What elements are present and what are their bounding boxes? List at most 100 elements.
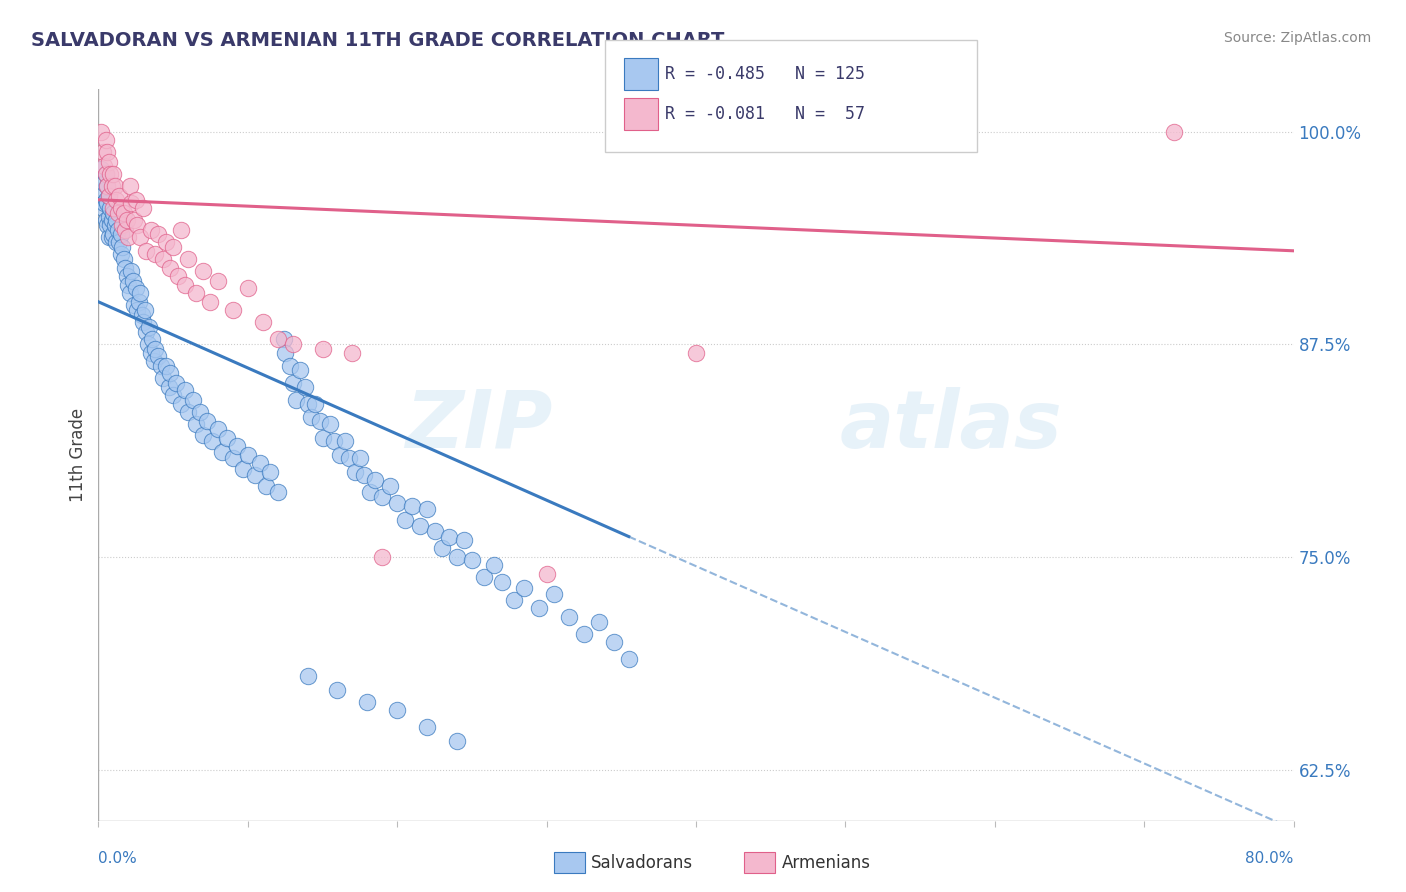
Text: R = -0.485   N = 125: R = -0.485 N = 125 (665, 65, 865, 83)
Point (98, 219, 122, 233)
Point (128, 294, 150, 309)
Point (97, 189, 120, 203)
Point (103, 227, 125, 241)
Point (188, 405, 211, 419)
Point (281, 376, 304, 391)
Point (94, 213, 117, 227)
Point (169, 397, 191, 411)
Point (461, 553, 484, 567)
Point (120, 264, 142, 278)
Point (491, 575, 513, 590)
Point (543, 587, 565, 601)
Point (143, 343, 166, 357)
Point (259, 465, 281, 479)
Point (169, 223, 191, 237)
Point (319, 417, 342, 432)
Point (184, 417, 207, 432)
Point (94, 167, 117, 181)
Point (94, 167, 117, 181)
Point (105, 235, 128, 250)
Point (97, 230, 120, 244)
Point (339, 451, 361, 466)
Point (134, 303, 156, 318)
Point (371, 491, 394, 505)
Point (513, 581, 536, 595)
Point (103, 206, 125, 220)
Point (90, 125, 112, 139)
Point (97, 155, 120, 169)
Point (108, 189, 131, 203)
Point (308, 414, 330, 428)
Text: SALVADORAN VS ARMENIAN 11TH GRADE CORRELATION CHART: SALVADORAN VS ARMENIAN 11TH GRADE CORREL… (31, 31, 724, 50)
Point (207, 422, 229, 436)
Point (184, 286, 207, 301)
Point (446, 733, 468, 747)
Point (215, 431, 238, 445)
Point (111, 240, 134, 254)
Point (423, 524, 446, 539)
Point (446, 549, 468, 564)
Point (93, 196, 115, 211)
Point (114, 260, 136, 275)
Point (124, 298, 146, 312)
Point (141, 332, 163, 346)
Point (115, 269, 138, 284)
Point (98, 167, 122, 181)
Point (135, 244, 157, 258)
Point (104, 179, 127, 194)
Point (101, 230, 124, 244)
Point (232, 461, 254, 475)
Point (181, 393, 204, 408)
Point (148, 227, 170, 241)
Point (177, 252, 200, 267)
Point (174, 384, 197, 398)
Point (91, 201, 114, 215)
Point (90, 162, 112, 177)
Point (111, 219, 134, 233)
Point (127, 219, 149, 233)
Point (267, 332, 290, 346)
Point (572, 626, 595, 640)
Y-axis label: 11th Grade: 11th Grade (69, 408, 87, 502)
Point (107, 223, 129, 237)
Point (139, 346, 162, 360)
Point (297, 669, 319, 683)
Point (311, 343, 333, 357)
Point (125, 193, 148, 207)
Point (155, 359, 177, 374)
Point (148, 349, 170, 363)
Point (118, 179, 141, 194)
Point (359, 485, 381, 500)
Point (97, 210, 120, 224)
Point (344, 465, 367, 479)
Point (132, 315, 155, 329)
Point (274, 346, 297, 360)
Point (353, 468, 375, 483)
Point (430, 541, 453, 556)
Point (150, 359, 173, 374)
Point (104, 219, 127, 233)
Point (174, 277, 197, 292)
Point (472, 570, 495, 584)
Text: Salvadorans: Salvadorans (591, 854, 693, 871)
Point (294, 380, 316, 394)
Point (124, 213, 146, 227)
Point (105, 213, 128, 227)
Point (115, 213, 138, 227)
Point (94, 193, 117, 207)
Point (311, 431, 333, 445)
Point (371, 549, 394, 564)
Point (191, 264, 214, 278)
Point (131, 309, 153, 323)
Text: Armenians: Armenians (782, 854, 870, 871)
Point (162, 388, 184, 402)
Point (136, 337, 159, 351)
Point (254, 478, 277, 492)
Point (378, 478, 401, 492)
Point (101, 179, 124, 194)
Point (177, 405, 200, 419)
Point (200, 294, 222, 309)
Point (96, 219, 118, 233)
Point (201, 434, 224, 449)
Point (685, 346, 707, 360)
